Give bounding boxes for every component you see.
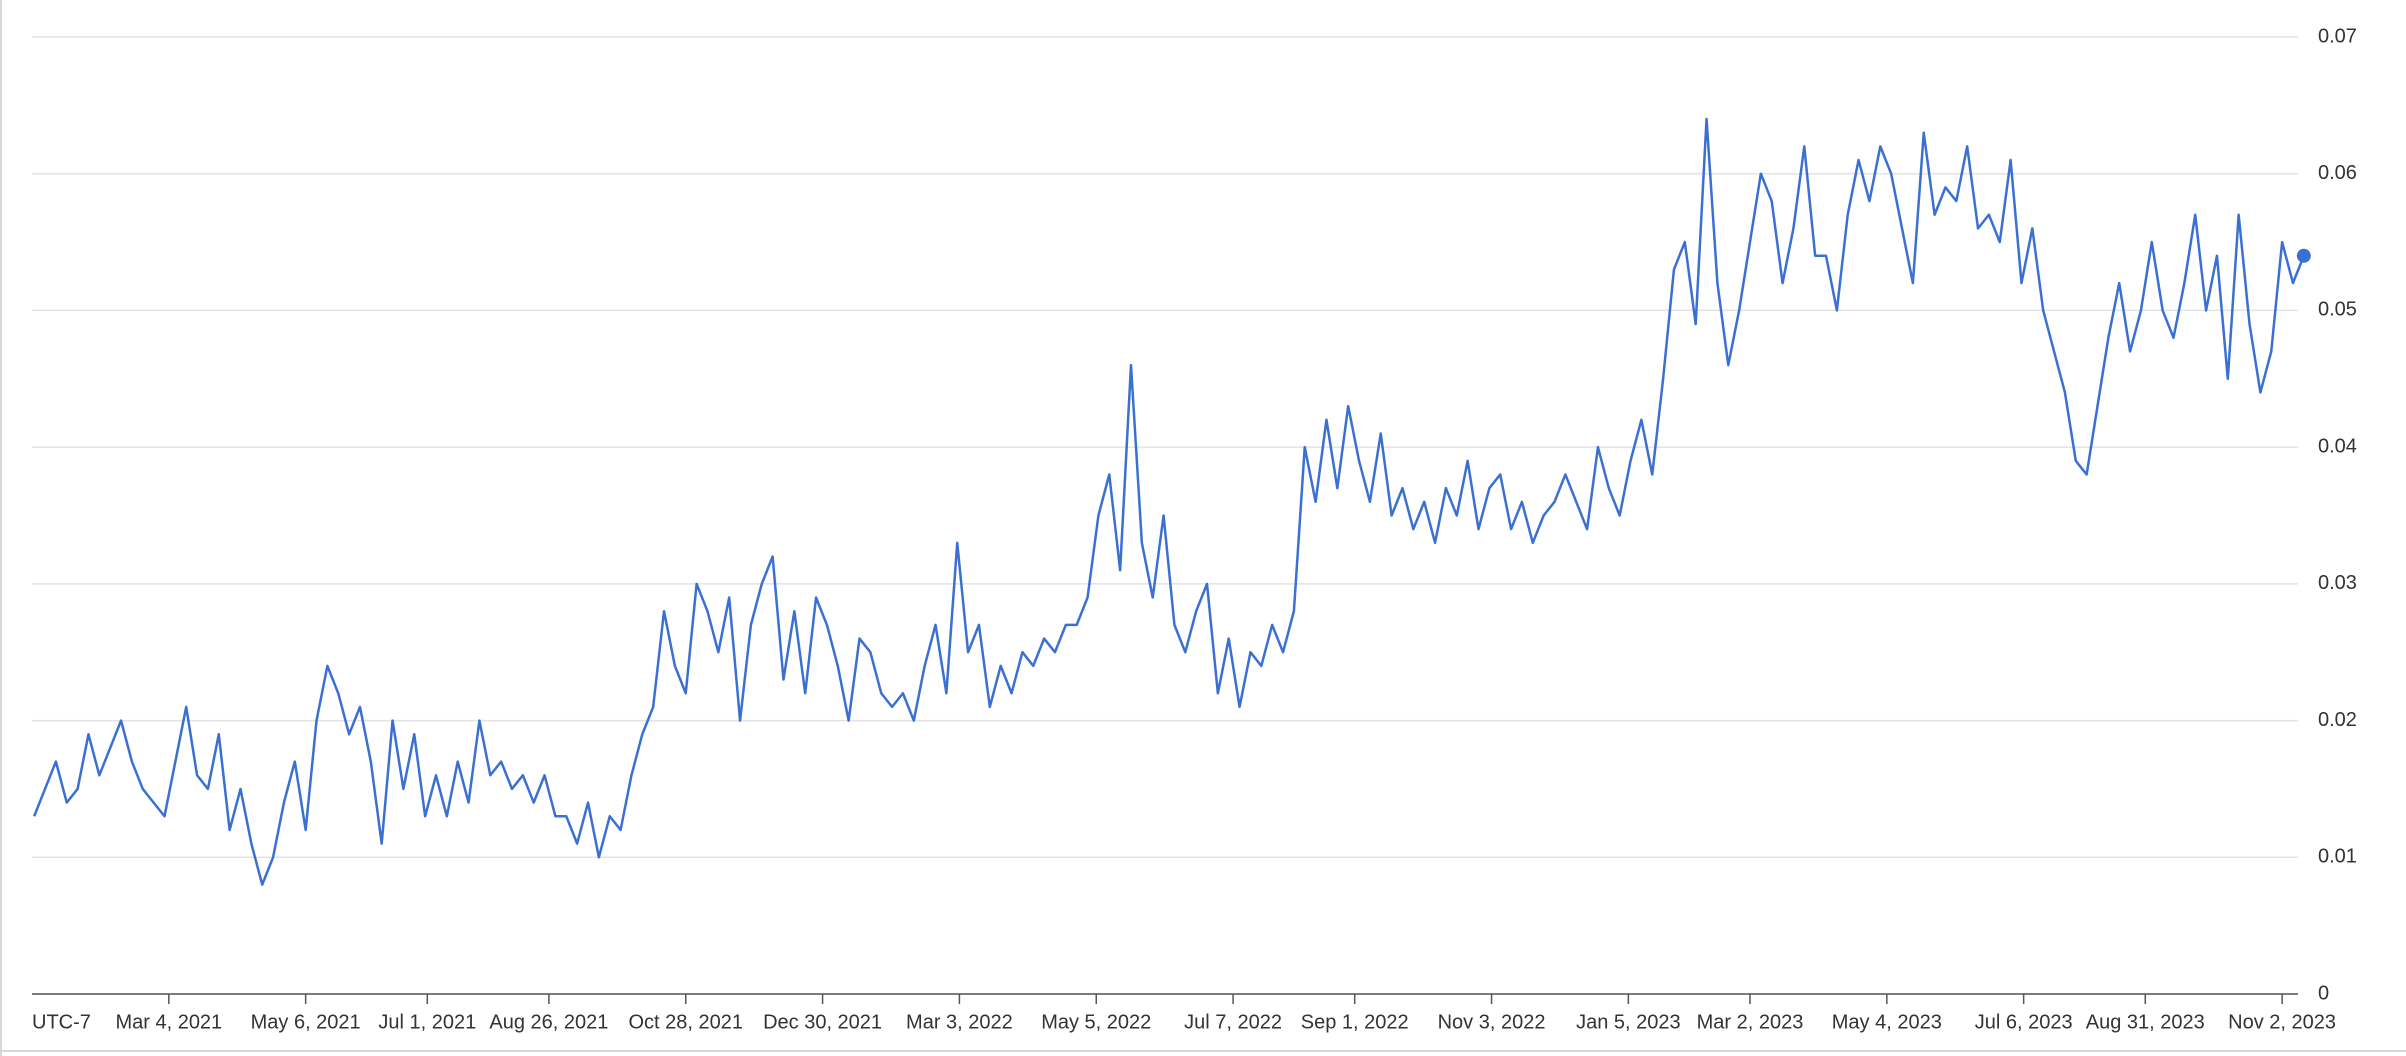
- y-tick-label: 0.05: [2318, 299, 2357, 321]
- x-tick-label: Jul 7, 2022: [1184, 1011, 1282, 1033]
- y-tick-label: 0.07: [2318, 25, 2357, 47]
- x-tick-label: Oct 28, 2021: [628, 1011, 743, 1033]
- x-tick-label: Jan 5, 2023: [1576, 1011, 1681, 1033]
- x-tick-label: Aug 31, 2023: [2086, 1011, 2205, 1033]
- x-tick-label: Jul 6, 2023: [1975, 1011, 2073, 1033]
- x-tick-label: Mar 2, 2023: [1697, 1011, 1804, 1033]
- x-tick-label: May 4, 2023: [1832, 1011, 1942, 1033]
- timezone-label: UTC-7: [32, 1011, 91, 1033]
- x-tick-label: Mar 4, 2021: [115, 1011, 222, 1033]
- data-line: [33, 117, 2305, 886]
- x-tick-label: Aug 26, 2021: [489, 1011, 608, 1033]
- x-tick-label: Nov 3, 2022: [1438, 1011, 1546, 1033]
- x-tick-label: Mar 3, 2022: [906, 1011, 1013, 1033]
- x-tick-label: May 6, 2021: [251, 1011, 361, 1033]
- x-tick-label: May 5, 2022: [1041, 1011, 1151, 1033]
- x-tick-label: Dec 30, 2021: [763, 1011, 882, 1033]
- y-tick-label: 0.06: [2318, 162, 2357, 184]
- y-tick-label: 0.01: [2318, 846, 2357, 868]
- y-tick-label: 0: [2318, 982, 2329, 1004]
- y-tick-label: 0.02: [2318, 709, 2357, 731]
- y-tick-label: 0.03: [2318, 572, 2357, 594]
- x-tick-label: Nov 2, 2023: [2228, 1011, 2336, 1033]
- y-tick-label: 0.04: [2318, 435, 2357, 457]
- last-point: [2296, 248, 2311, 263]
- x-tick-label: Sep 1, 2022: [1301, 1011, 1409, 1033]
- x-tick-label: Jul 1, 2021: [378, 1011, 476, 1033]
